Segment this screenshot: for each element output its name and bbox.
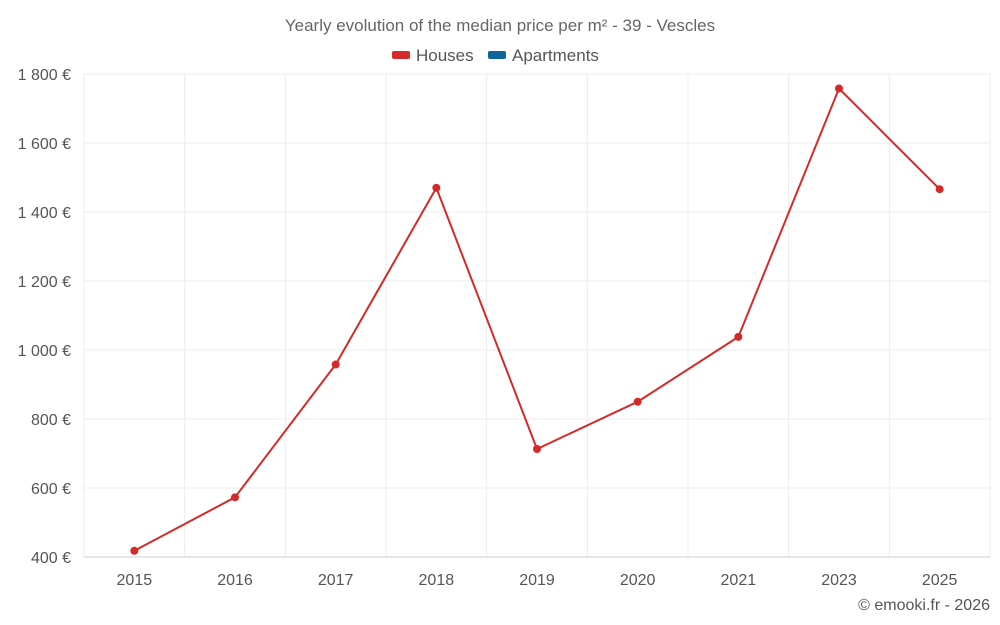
x-axis: 2015 2016 2017 2018 2019 2020 2021 2023 2025 (84, 556, 990, 589)
x-tick-label: 2015 (117, 572, 153, 589)
chart-title: Yearly evolution of the median price per… (285, 16, 715, 35)
y-tick-label: 800 € (31, 412, 71, 429)
series-line-houses (133, 87, 941, 552)
legend-item-apartments[interactable]: Apartments (488, 46, 599, 65)
x-tick-label: 2021 (721, 572, 757, 589)
data-point-houses[interactable] (130, 546, 139, 555)
series-houses (130, 84, 944, 555)
y-tick-label: 1 000 € (18, 343, 71, 360)
x-tick-label: 2023 (821, 572, 857, 589)
y-tick-label: 1 400 € (18, 205, 71, 222)
data-point-houses[interactable] (432, 183, 441, 192)
y-tick-label: 1 800 € (18, 67, 71, 84)
legend-item-houses[interactable]: Houses (392, 46, 474, 65)
x-tick-label: 2020 (620, 572, 656, 589)
gridlines (83, 73, 991, 557)
x-tick-label: 2018 (419, 572, 455, 589)
data-point-houses[interactable] (231, 493, 239, 502)
y-tick-label: 400 € (31, 550, 71, 567)
y-tick-label: 1 600 € (18, 136, 71, 153)
data-point-houses[interactable] (633, 397, 642, 406)
data-point-houses[interactable] (734, 332, 743, 341)
x-tick-label: 2019 (519, 572, 555, 589)
x-tick-label: 2017 (318, 572, 354, 589)
data-point-houses[interactable] (935, 185, 944, 194)
legend-label-apartments: Apartments (512, 46, 599, 65)
credit-text: © emooki.fr - 2026 (858, 597, 990, 614)
legend-swatch-apartments (488, 51, 506, 59)
legend-label-houses: Houses (416, 46, 474, 65)
y-tick-label: 600 € (31, 481, 71, 498)
y-tick-label: 1 200 € (18, 274, 71, 291)
data-point-houses[interactable] (331, 360, 340, 369)
y-axis: 400 € 600 € 800 € 1 000 € 1 200 € 1 400 € 1 60… (18, 67, 71, 567)
x-tick-label: 2025 (922, 572, 958, 589)
legend-swatch-houses (392, 51, 410, 59)
data-point-houses[interactable] (533, 445, 541, 454)
legend[interactable]: Houses Apartments (392, 46, 599, 65)
x-tick-label: 2016 (217, 572, 253, 589)
data-point-houses[interactable] (835, 84, 843, 93)
